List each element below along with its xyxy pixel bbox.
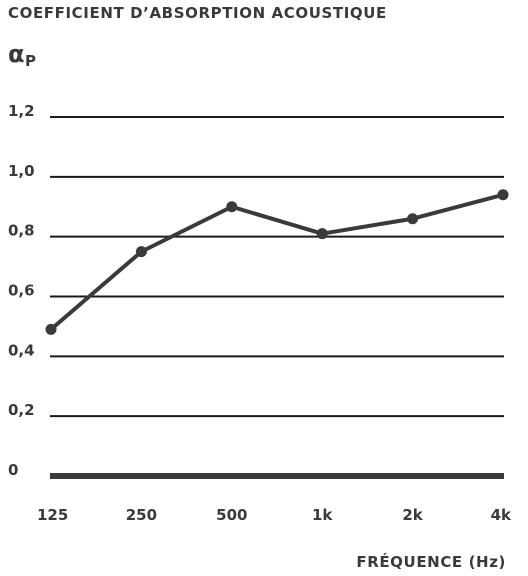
data-point xyxy=(226,201,238,213)
y-axis-label-subscript: P xyxy=(25,52,36,70)
y-axis-label-symbol: α xyxy=(8,40,25,68)
x-tick-label: 2k xyxy=(402,506,423,524)
gridlines xyxy=(50,116,504,479)
y-tick-label: 0,2 xyxy=(8,401,35,419)
y-tick-label: 0 xyxy=(8,461,18,479)
x-tick-label: 250 xyxy=(126,506,157,524)
x-axis-label: FRÉQUENCE (Hz) xyxy=(356,552,506,571)
x-tick-label: 500 xyxy=(216,506,247,524)
series-layer xyxy=(45,189,509,335)
series-line xyxy=(49,192,505,332)
y-tick-labels: 1,2 1,0 0,8 0,6 0,4 0,2 0 xyxy=(8,102,35,479)
x-tick-labels: 125 250 500 1k 2k 4k xyxy=(37,506,512,524)
chart-title: COEFFICIENT D’ABSORPTION ACOUSTIQUE xyxy=(8,4,387,22)
x-tick-label: 125 xyxy=(37,506,68,524)
x-tick-label: 1k xyxy=(312,506,333,524)
y-tick-label: 1,0 xyxy=(8,162,35,180)
data-point xyxy=(45,323,57,335)
x-tick-label: 4k xyxy=(491,506,512,524)
data-point xyxy=(407,213,419,225)
y-tick-label: 0,6 xyxy=(8,282,35,300)
y-tick-label: 1,2 xyxy=(8,102,35,120)
data-point xyxy=(497,189,509,201)
data-point xyxy=(135,246,147,258)
y-axis-label: α P xyxy=(8,40,36,70)
y-tick-label: 0,4 xyxy=(8,341,35,359)
y-tick-label: 0,8 xyxy=(8,222,35,240)
data-point xyxy=(316,228,328,240)
